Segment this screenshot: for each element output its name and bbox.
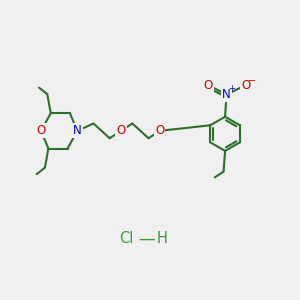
Text: H: H <box>156 231 167 246</box>
Text: O: O <box>155 124 164 137</box>
Text: −: − <box>248 76 256 85</box>
Text: N: N <box>222 88 231 101</box>
Text: O: O <box>203 79 213 92</box>
Text: Cl: Cl <box>119 231 134 246</box>
Text: N: N <box>73 124 82 137</box>
Text: O: O <box>241 79 250 92</box>
Text: O: O <box>36 124 46 137</box>
Text: O: O <box>116 124 126 137</box>
Text: —: — <box>138 229 155 247</box>
Text: +: + <box>228 84 235 93</box>
